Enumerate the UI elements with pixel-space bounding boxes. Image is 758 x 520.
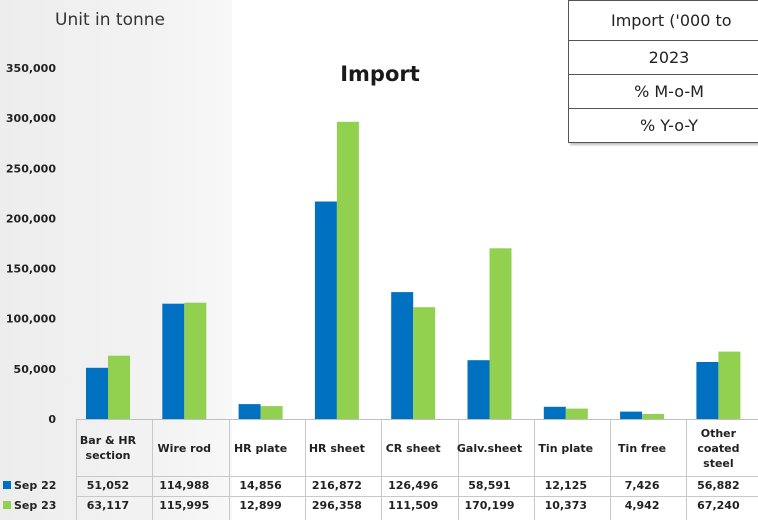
- data-label: 296,358: [311, 499, 362, 512]
- bar-sep-23: [489, 248, 512, 419]
- x-category-label-line: Tin free: [618, 441, 667, 455]
- x-category-label: Tin free: [604, 441, 680, 456]
- table-divider: [76, 476, 758, 477]
- legend-key-sep-23: Sep 23: [3, 497, 56, 515]
- legend-key-sep-22: Sep 22: [3, 477, 56, 495]
- data-label: 111,509: [388, 499, 439, 512]
- bar-sep-23: [718, 351, 741, 419]
- data-label: 12,125: [544, 479, 588, 492]
- x-category-label-line: Wire rod: [157, 441, 212, 455]
- bar-sep-22: [238, 404, 261, 419]
- y-tick-label: 100,000: [6, 313, 56, 326]
- y-tick-label: 250,000: [6, 162, 56, 175]
- unit-label: Unit in tonne: [55, 10, 165, 30]
- summary-row: % Y-o-Y: [568, 108, 758, 143]
- x-category-label: CR sheet: [375, 441, 451, 456]
- table-divider: [228, 420, 230, 520]
- x-category-label-line: section: [85, 449, 131, 462]
- data-label: 115,995: [159, 499, 210, 512]
- y-tick-label: 0: [48, 413, 56, 426]
- data-label: 10,373: [544, 499, 588, 512]
- legend-swatch: [3, 481, 11, 489]
- summary-header-cell: Import ('000 to: [568, 0, 758, 41]
- legend-label: Sep 22: [14, 479, 57, 492]
- y-tick-label: 50,000: [14, 363, 57, 376]
- bar-sep-22: [620, 411, 643, 419]
- table-divider: [76, 420, 77, 520]
- summary-row-label: 2023: [568, 40, 758, 75]
- summary-row: % M-o-M: [568, 74, 758, 109]
- table-divider: [152, 420, 154, 520]
- table-divider: [76, 496, 758, 497]
- summary-header-row: Import ('000 to: [568, 0, 758, 41]
- x-category-label: Tin plate: [528, 441, 604, 456]
- data-label: 63,117: [86, 499, 130, 512]
- left-background-panel: [0, 0, 232, 520]
- bar-sep-23: [565, 408, 588, 419]
- table-divider: [457, 420, 459, 520]
- y-tick-label: 350,000: [6, 62, 56, 75]
- bar-sep-22: [314, 201, 337, 419]
- bar-sep-22: [162, 303, 185, 419]
- table-divider: [381, 420, 383, 520]
- legend-label: Sep 23: [14, 499, 57, 512]
- y-tick-label: 200,000: [6, 212, 56, 225]
- x-category-label-line: Galv.sheet: [456, 441, 523, 455]
- bar-sep-23: [642, 414, 665, 419]
- data-label: 56,882: [697, 479, 740, 492]
- summary-row: 2023: [568, 40, 758, 75]
- data-label: 216,872: [311, 479, 362, 492]
- data-label: 67,240: [697, 499, 740, 512]
- x-category-label-line: HR plate: [233, 441, 288, 455]
- x-category-label-line: HR sheet: [308, 441, 365, 455]
- bar-sep-22: [391, 292, 414, 419]
- x-category-label: Galv.sheet: [452, 441, 528, 456]
- y-tick-label: 300,000: [6, 112, 56, 125]
- summary-row-label: % M-o-M: [568, 74, 758, 109]
- data-label: 58,591: [468, 479, 511, 492]
- data-label: 14,856: [239, 479, 282, 492]
- bar-sep-23: [413, 307, 436, 419]
- x-category-label-line: CR sheet: [385, 441, 441, 455]
- chart-title: Import: [340, 62, 420, 86]
- legend-swatch: [3, 501, 11, 509]
- data-label: 7,426: [624, 479, 660, 492]
- x-category-label-line: Tin plate: [538, 441, 594, 455]
- summary-table: Import ('000 to 2023 % M-o-M % Y-o-Y: [568, 0, 758, 143]
- bar-sep-22: [467, 360, 490, 419]
- x-category-label: HR sheet: [299, 441, 375, 456]
- data-label: 126,496: [388, 479, 439, 492]
- data-label: 51,052: [86, 479, 130, 492]
- x-category-label-line: steel: [703, 456, 734, 470]
- x-category-label-line: Other: [700, 426, 737, 440]
- table-divider: [533, 420, 535, 520]
- x-category-label: Bar & HR section: [70, 433, 146, 463]
- data-label: 4,942: [624, 499, 660, 512]
- x-category-label-line: Bar & HR: [79, 434, 137, 447]
- bar-sep-23: [336, 121, 359, 420]
- bar-sep-23: [184, 302, 207, 419]
- bar-sep-23: [108, 355, 130, 419]
- bar-sep-22: [696, 362, 719, 419]
- table-divider: [304, 420, 306, 520]
- data-label: 170,199: [464, 499, 515, 512]
- summary-row-label: % Y-o-Y: [568, 108, 758, 143]
- x-category-label: Other coated steel: [680, 426, 756, 471]
- table-divider: [610, 420, 612, 520]
- data-label: 114,988: [159, 479, 210, 492]
- table-divider: [686, 420, 688, 520]
- bar-sep-23: [260, 406, 283, 419]
- y-tick-label: 150,000: [6, 263, 56, 276]
- bar-sep-22: [543, 406, 566, 419]
- x-category-label: Wire rod: [146, 441, 222, 456]
- x-category-label-line: coated: [697, 441, 740, 455]
- x-category-label: HR plate: [223, 441, 299, 456]
- bar-sep-22: [86, 367, 108, 419]
- data-label: 12,899: [239, 499, 282, 512]
